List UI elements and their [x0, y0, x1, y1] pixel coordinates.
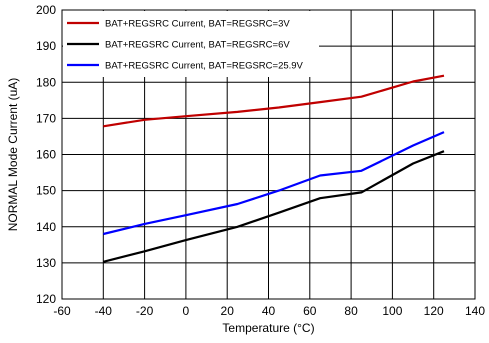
- x-tick-label: 100: [382, 304, 402, 318]
- series-lines: [103, 74, 445, 263]
- tick-labels: -60 -40 -20 0 20 40 60 80 100 120 140 120 130 140 150 1…: [36, 3, 485, 318]
- x-tick-label: 80: [344, 304, 358, 318]
- legend-label: BAT+REGSRC Current, BAT=REGSRC=25.9V: [105, 61, 304, 72]
- legend-box: [63, 11, 319, 77]
- y-tick-label: 160: [36, 148, 56, 162]
- y-tick-label: 140: [36, 220, 56, 234]
- y-axis-title: NORMAL Mode Current (uA): [6, 78, 20, 232]
- x-tick-label: 120: [424, 304, 444, 318]
- x-tick-label: 0: [183, 304, 190, 318]
- series-line-2: [103, 150, 445, 263]
- legend-label: BAT+REGSRC Current, BAT=REGSRC=3V: [105, 19, 290, 30]
- x-tick-label: 60: [303, 304, 317, 318]
- series-line-1: [103, 74, 445, 128]
- y-tick-label: 130: [36, 256, 56, 270]
- y-tick-label: 200: [36, 3, 56, 17]
- legend-label: BAT+REGSRC Current, BAT=REGSRC=6V: [105, 40, 290, 51]
- x-tick-label: 20: [221, 304, 235, 318]
- x-tick-label: 40: [262, 304, 276, 318]
- x-tick-label: -20: [136, 304, 154, 318]
- y-tick-label: 120: [36, 292, 56, 306]
- x-axis-title: Temperature (°C): [222, 321, 314, 335]
- x-tick-label: -40: [95, 304, 113, 318]
- legend: BAT+REGSRC Current, BAT=REGSRC=3V BAT+REG…: [63, 11, 319, 77]
- series-line-3: [103, 131, 445, 236]
- y-tick-label: 180: [36, 75, 56, 89]
- x-tick-label: -60: [53, 304, 71, 318]
- x-tick-label: 140: [465, 304, 485, 318]
- plot-frame: [61, 9, 476, 300]
- y-tick-label: 150: [36, 184, 56, 198]
- y-tick-label: 190: [36, 39, 56, 53]
- y-tick-label: 170: [36, 111, 56, 125]
